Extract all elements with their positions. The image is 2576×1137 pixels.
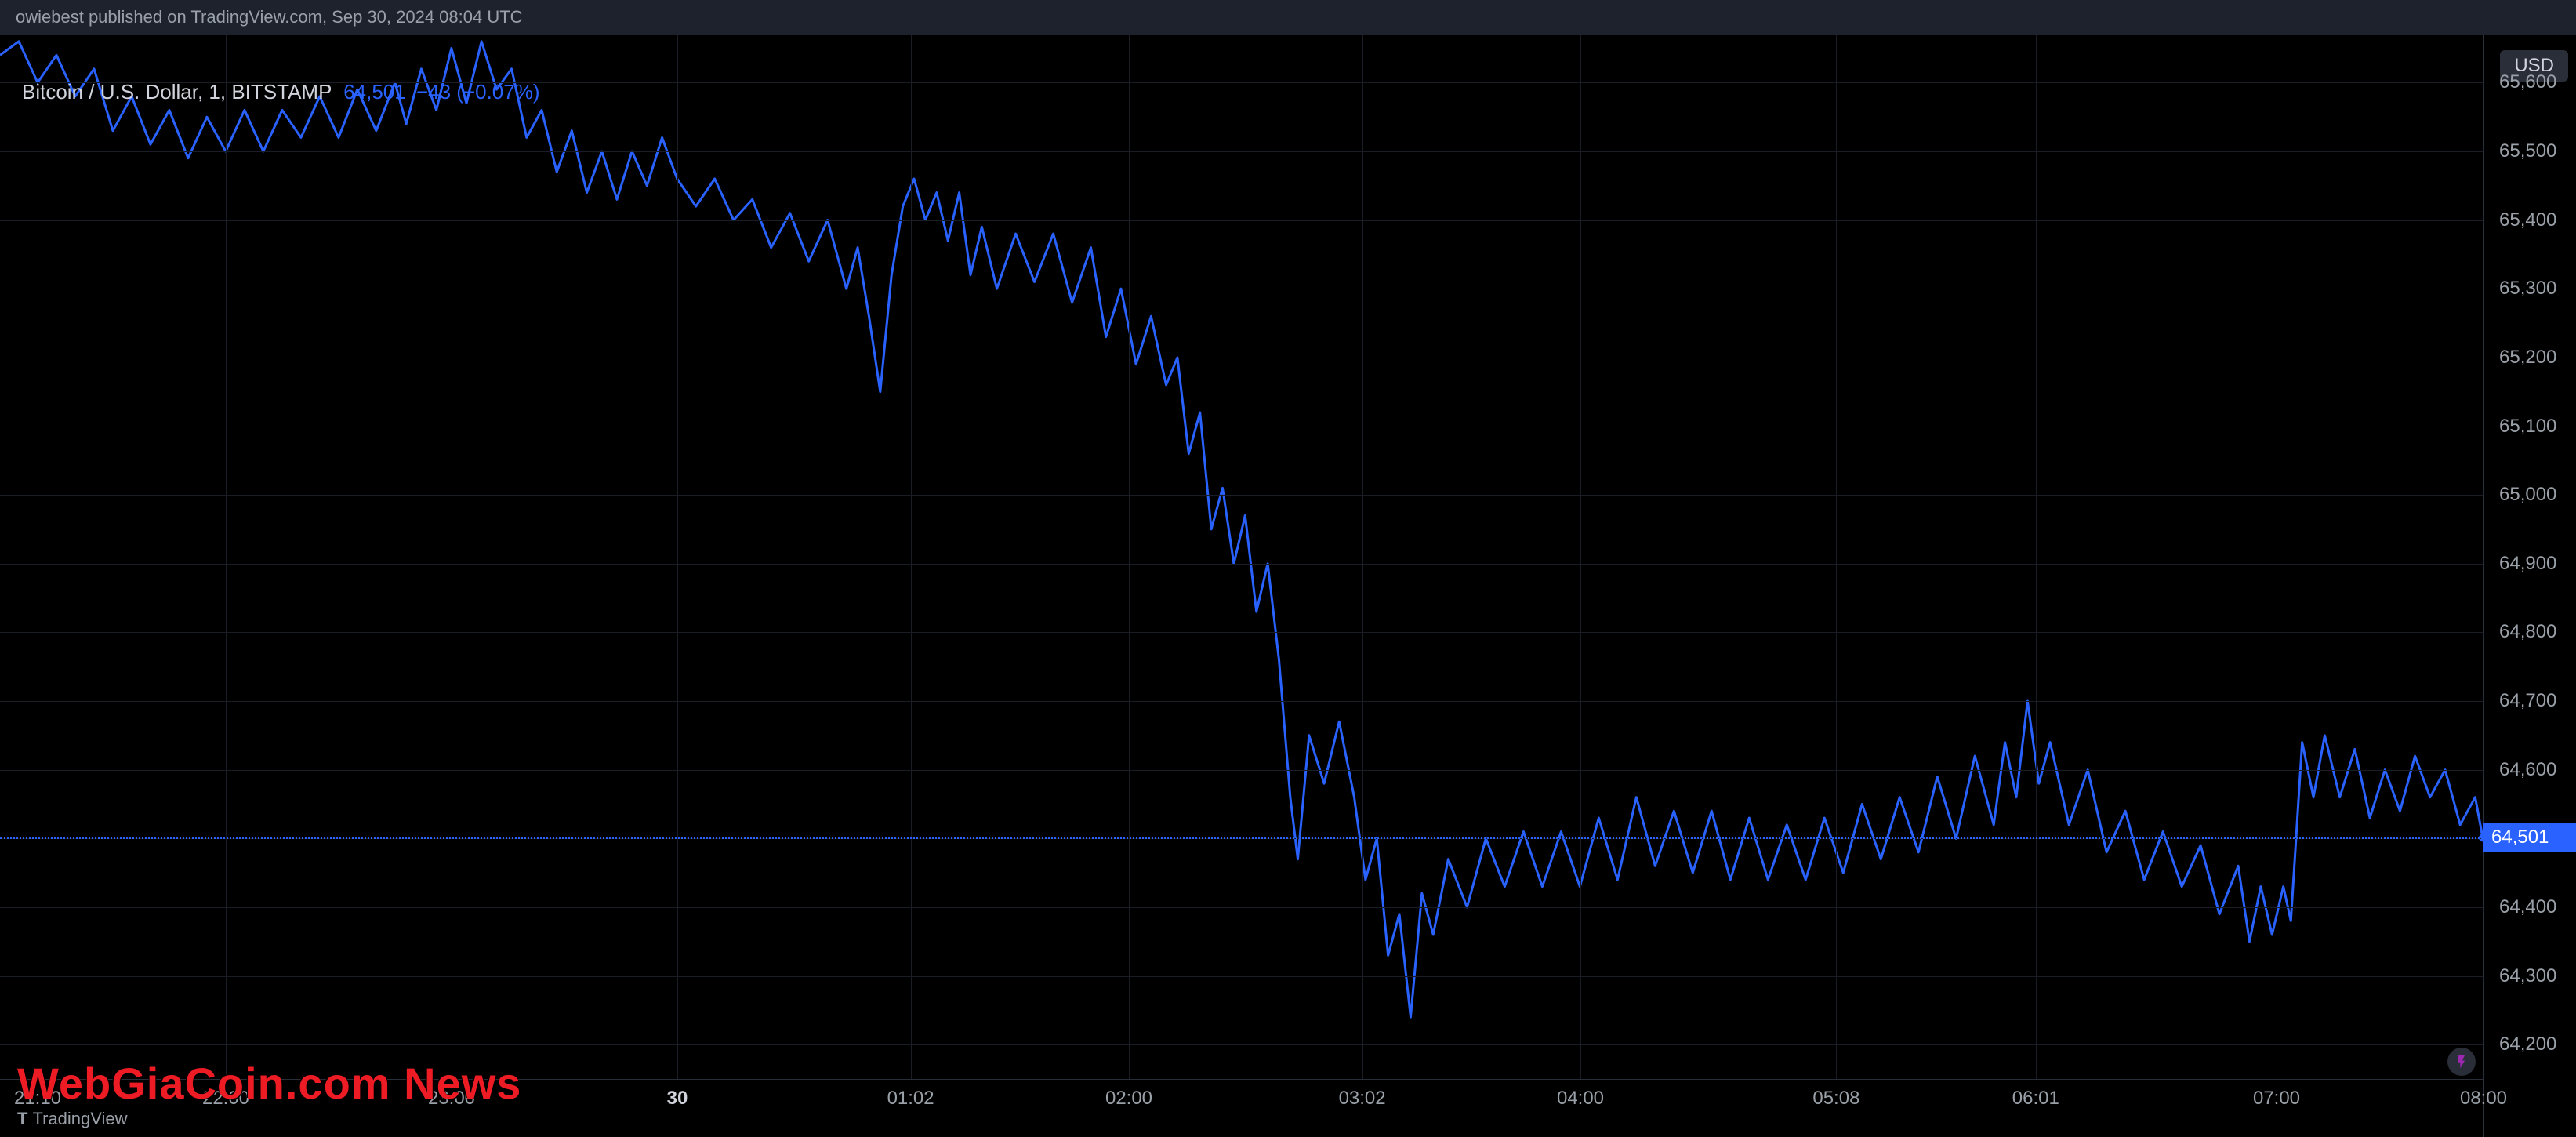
gridline-horizontal bbox=[0, 976, 2483, 977]
x-tick-label: 07:00 bbox=[2253, 1088, 2300, 1110]
gridline-horizontal bbox=[0, 1044, 2483, 1045]
y-tick-label: 65,000 bbox=[2491, 484, 2576, 506]
x-tick-label: 30 bbox=[667, 1088, 688, 1110]
y-tick-label: 65,100 bbox=[2491, 416, 2576, 438]
price-change: −43 (−0.07%) bbox=[416, 80, 540, 104]
tradingview-brand: T TradingView bbox=[17, 1109, 128, 1129]
x-tick-label: 06:01 bbox=[2012, 1088, 2059, 1110]
y-tick-label: 64,900 bbox=[2491, 553, 2576, 575]
gridline-horizontal bbox=[0, 151, 2483, 152]
x-tick-label: 05:08 bbox=[1812, 1088, 1859, 1110]
x-tick-label: 08:00 bbox=[2460, 1088, 2507, 1110]
watermark-text: WebGiaCoin.com News bbox=[17, 1058, 521, 1109]
y-tick-label: 64,700 bbox=[2491, 690, 2576, 712]
y-tick-label: 64,600 bbox=[2491, 759, 2576, 781]
x-tick-label: 02:00 bbox=[1105, 1088, 1152, 1110]
publish-text: owiebest published on TradingView.com, S… bbox=[16, 7, 523, 27]
chart-container: Bitcoin / U.S. Dollar, 1, BITSTAMP 64,50… bbox=[0, 35, 2576, 1137]
gridline-vertical bbox=[911, 35, 912, 1079]
y-tick-label: 65,500 bbox=[2491, 140, 2576, 162]
y-tick-label: 64,300 bbox=[2491, 965, 2576, 987]
gridline-vertical bbox=[677, 35, 678, 1079]
gridline-vertical bbox=[226, 35, 227, 1079]
price-line-chart bbox=[0, 35, 2483, 1079]
gridline-vertical bbox=[1580, 35, 1581, 1079]
symbol-name: Bitcoin / U.S. Dollar, 1, BITSTAMP bbox=[22, 80, 332, 104]
x-tick-label: 03:02 bbox=[1339, 1088, 1386, 1110]
gridline-horizontal bbox=[0, 701, 2483, 702]
current-price-line bbox=[0, 837, 2483, 839]
flash-icon[interactable] bbox=[2447, 1048, 2476, 1076]
gridline-horizontal bbox=[0, 495, 2483, 496]
price-series-line bbox=[0, 42, 2483, 1017]
x-tick-label: 01:02 bbox=[887, 1088, 934, 1110]
y-tick-label: 64,400 bbox=[2491, 896, 2576, 918]
tv-logo-icon: T bbox=[17, 1109, 27, 1128]
current-price-tag: 64,501 bbox=[2483, 823, 2576, 852]
gridline-vertical bbox=[2036, 35, 2037, 1079]
gridline-horizontal bbox=[0, 220, 2483, 221]
brand-label: TradingView bbox=[32, 1109, 127, 1128]
gridline-horizontal bbox=[0, 907, 2483, 908]
gridline-horizontal bbox=[0, 770, 2483, 771]
last-price: 64,501 bbox=[343, 80, 406, 104]
gridline-horizontal bbox=[0, 632, 2483, 633]
x-tick-label: 04:00 bbox=[1557, 1088, 1604, 1110]
y-axis[interactable]: USD 64,20064,30064,40064,50064,60064,700… bbox=[2483, 35, 2576, 1137]
y-tick-label: 65,200 bbox=[2491, 347, 2576, 369]
plot-area[interactable] bbox=[0, 35, 2483, 1079]
y-tick-label: 64,800 bbox=[2491, 621, 2576, 643]
gridline-vertical bbox=[1129, 35, 1130, 1079]
y-tick-label: 65,300 bbox=[2491, 278, 2576, 300]
gridline-horizontal bbox=[0, 564, 2483, 565]
y-tick-label: 65,600 bbox=[2491, 71, 2576, 93]
symbol-legend: Bitcoin / U.S. Dollar, 1, BITSTAMP 64,50… bbox=[22, 80, 540, 104]
y-tick-label: 65,400 bbox=[2491, 209, 2576, 231]
y-tick-label: 64,200 bbox=[2491, 1033, 2576, 1055]
gridline-vertical bbox=[1362, 35, 1363, 1079]
gridline-vertical bbox=[1836, 35, 1837, 1079]
publish-header: owiebest published on TradingView.com, S… bbox=[0, 0, 2576, 35]
